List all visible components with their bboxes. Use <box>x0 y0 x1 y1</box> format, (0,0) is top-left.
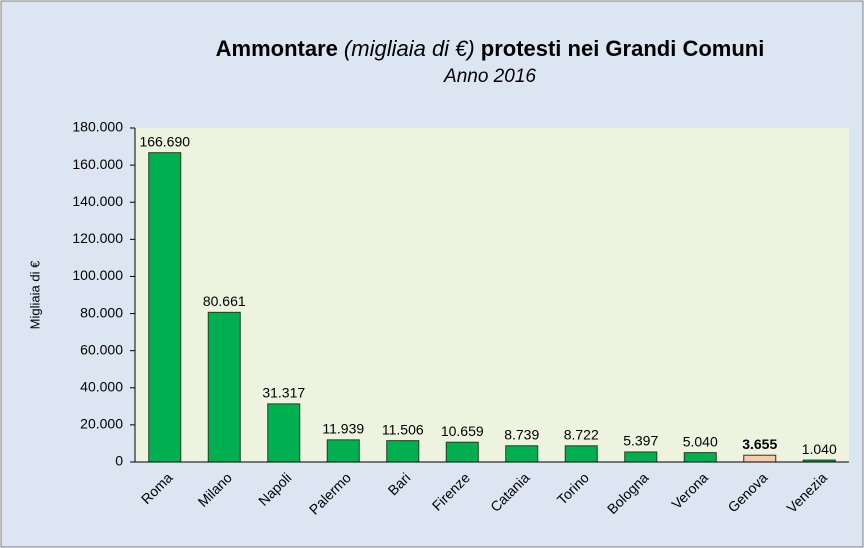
y-tick-label: 80.000 <box>80 304 123 320</box>
title-part: protesti nei Grandi Comuni <box>480 36 765 61</box>
data-label: 80.661 <box>203 293 246 309</box>
bar <box>445 441 479 463</box>
data-label: 11.939 <box>322 421 364 437</box>
bar <box>505 445 539 463</box>
bar <box>624 451 658 463</box>
title-part: (migliaia di €) <box>343 36 475 61</box>
bar <box>386 440 420 463</box>
data-label: 31.317 <box>262 385 305 401</box>
plot-area <box>135 128 849 462</box>
y-tick-label: 40.000 <box>80 378 123 394</box>
bar <box>148 152 182 463</box>
data-label: 10.659 <box>441 423 484 439</box>
data-label: 5.040 <box>683 433 718 449</box>
y-axis-label: Migliaia di € <box>27 260 42 329</box>
data-label: 11.506 <box>382 421 424 437</box>
chart-title: Ammontare (migliaia di €) protesti nei Gra… <box>130 36 850 62</box>
data-label: 3.655 <box>742 436 777 452</box>
y-tick-label: 120.000 <box>72 230 123 246</box>
data-label: 1.040 <box>802 441 837 457</box>
y-tick-label: 160.000 <box>72 156 123 172</box>
y-tick-label: 60.000 <box>80 341 123 357</box>
bar <box>743 454 777 463</box>
y-tick-label: 100.000 <box>72 267 123 283</box>
data-label: 8.722 <box>564 427 599 443</box>
title-part: Ammontare <box>215 36 338 61</box>
bar <box>207 311 241 463</box>
bar <box>683 452 717 463</box>
data-label: 8.739 <box>504 426 539 442</box>
bar <box>326 439 360 463</box>
data-label: 5.397 <box>623 433 658 449</box>
y-tick-label: 0 <box>115 453 123 469</box>
chart-subtitle: Anno 2016 <box>444 66 536 87</box>
bar <box>267 403 301 463</box>
bar <box>564 445 598 463</box>
y-tick-label: 180.000 <box>72 119 123 135</box>
y-tick-label: 140.000 <box>72 193 123 209</box>
data-label: 166.690 <box>139 133 190 149</box>
y-tick-label: 20.000 <box>80 416 123 432</box>
